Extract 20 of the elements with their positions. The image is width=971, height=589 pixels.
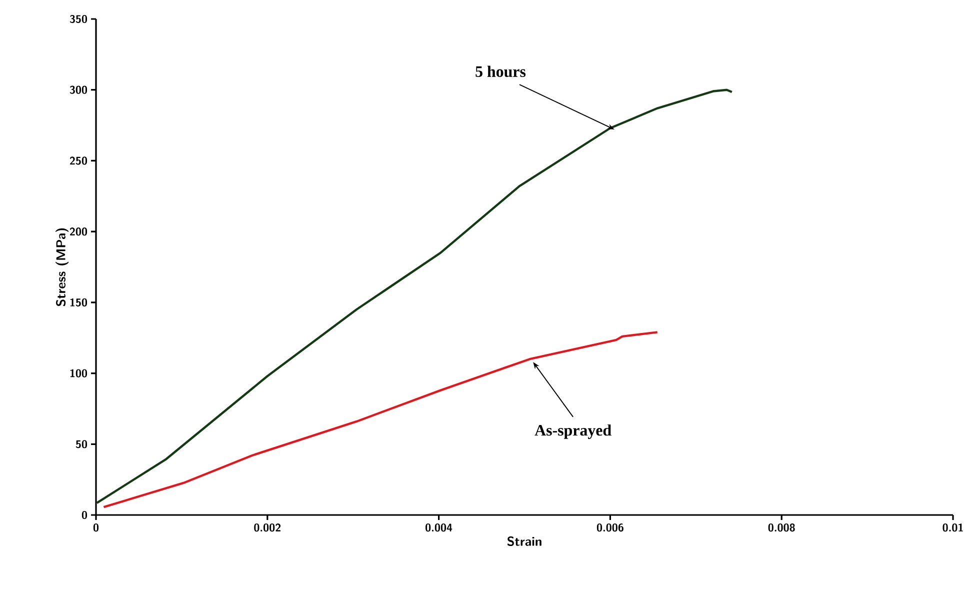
- y-tick-label: 350: [70, 14, 88, 24]
- line-series: [96, 88, 733, 504]
- line-series: [102, 331, 658, 508]
- y-tick-label: 100: [70, 369, 88, 378]
- y-tick-label: 0: [82, 510, 88, 520]
- y-tick-label: 250: [70, 156, 88, 165]
- x-tick-label: 0.006: [596, 524, 624, 532]
- x-tick-label: 0: [93, 524, 99, 532]
- x-tick-label: 0.008: [768, 524, 795, 532]
- x-axis-title: Strain: [507, 536, 542, 546]
- x-tick-label: 0.01: [942, 524, 963, 532]
- y-tick-label: 150: [70, 298, 88, 306]
- x-tick-label: 0.002: [254, 524, 281, 532]
- annotation: As-sprayed: [534, 424, 612, 439]
- annotation: 5 hours: [476, 66, 526, 78]
- y-tick-label: 50: [76, 440, 88, 448]
- x-tick-label: 0.004: [426, 524, 452, 532]
- y-axis-title: Stress (MPa): [56, 228, 69, 306]
- y-tick-label: 300: [70, 86, 88, 94]
- y-tick-label: 200: [70, 228, 88, 236]
